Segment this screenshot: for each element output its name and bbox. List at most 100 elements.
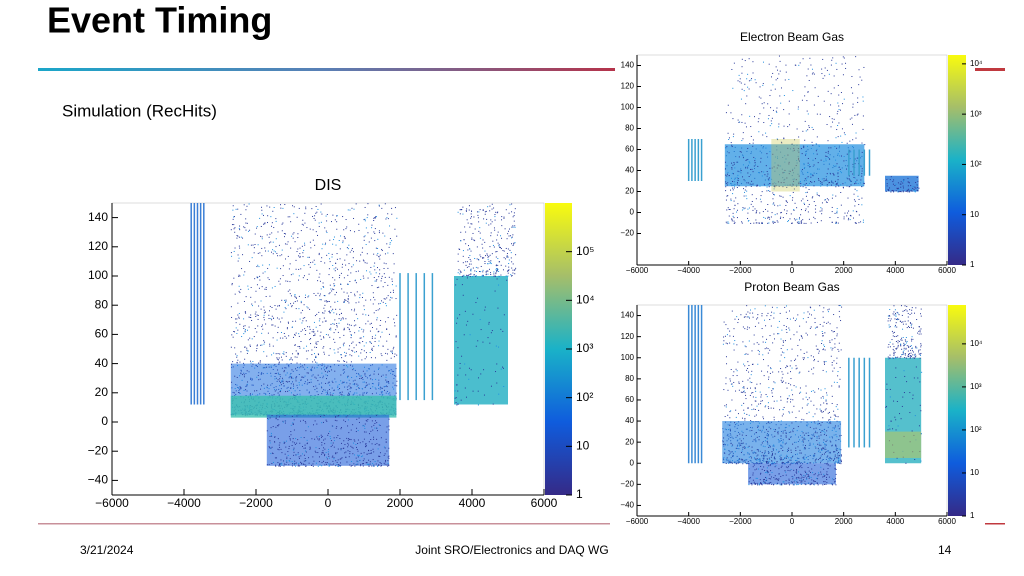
hit-dot — [907, 177, 909, 179]
hit-dot — [515, 254, 517, 256]
hit-dot — [248, 316, 250, 318]
hit-dot — [728, 462, 730, 464]
hit-dot — [361, 328, 363, 330]
hit-dot — [280, 459, 282, 461]
hit-dot — [315, 326, 317, 328]
hit-dot — [461, 355, 463, 357]
hit-dot — [470, 268, 472, 270]
hit-dot — [286, 461, 288, 463]
hit-dot — [291, 461, 293, 463]
hit-dot — [892, 181, 894, 183]
hit-dot — [797, 148, 799, 150]
hit-dot — [363, 350, 365, 352]
hit-dot — [312, 261, 314, 263]
hit-dot — [730, 189, 732, 191]
hit-dot — [295, 268, 297, 270]
hit-dot — [855, 222, 857, 224]
hit-dot — [291, 235, 293, 237]
hit-dot — [337, 348, 339, 350]
hit-dot — [340, 427, 342, 429]
hit-dot — [798, 136, 800, 138]
hit-dot — [763, 216, 765, 218]
hit-dot — [249, 360, 251, 362]
hit-dot — [299, 347, 301, 349]
hit-dot — [322, 321, 324, 323]
hit-dot — [493, 271, 495, 273]
hit-dot — [340, 428, 342, 430]
hit-dot — [298, 255, 300, 257]
hit-dot — [362, 247, 364, 249]
hit-dot — [483, 257, 485, 259]
hit-dot — [513, 215, 515, 217]
hit-dot — [498, 275, 500, 277]
hit-dot — [263, 351, 265, 353]
hit-dot — [732, 193, 734, 195]
hit-dot — [358, 355, 360, 357]
hit-dot — [340, 235, 342, 237]
hit-dot — [785, 64, 787, 66]
hit-dot — [353, 325, 355, 327]
hit-dot — [301, 322, 303, 324]
hit-dot — [496, 239, 498, 241]
hit-dot — [820, 409, 822, 411]
hit-dot — [812, 390, 814, 392]
hit-dot — [899, 183, 901, 185]
hit-dot — [743, 179, 745, 181]
hit-dot — [779, 360, 781, 362]
hit-dot — [363, 260, 365, 262]
hit-dot — [247, 285, 249, 287]
hit-dot — [725, 183, 727, 185]
hit-dot — [808, 164, 810, 166]
hit-dot — [807, 176, 809, 178]
hit-dot — [304, 444, 306, 446]
hit-dot — [835, 222, 837, 224]
hit-dot — [303, 454, 305, 456]
hit-dot — [373, 277, 375, 279]
hit-dot — [316, 436, 318, 438]
hit-dot — [797, 355, 799, 357]
hit-dot — [730, 200, 732, 202]
hit-dot — [852, 173, 854, 175]
hit-dot — [725, 356, 727, 358]
hit-dot — [334, 319, 336, 321]
hit-dot — [351, 248, 353, 250]
hit-dot — [840, 184, 842, 186]
hit-dot — [301, 245, 303, 247]
hit-dot — [268, 314, 270, 316]
hit-dot — [333, 338, 335, 340]
hit-dot — [756, 184, 758, 186]
hit-dot — [848, 175, 850, 177]
hit-dot — [468, 367, 470, 369]
hit-dot — [910, 190, 912, 192]
footer-center: Joint SRO/Electronics and DAQ WG — [415, 543, 608, 557]
hit-dot — [347, 366, 349, 368]
hit-dot — [373, 231, 375, 233]
hit-dot — [808, 370, 810, 372]
hit-dot — [336, 313, 338, 315]
hit-dot — [358, 229, 360, 231]
hit-dot — [243, 325, 245, 327]
hit-dot — [313, 293, 315, 295]
hit-dot — [332, 214, 334, 216]
hit-dot — [270, 432, 272, 434]
hit-dot — [329, 258, 331, 260]
hit-dot — [454, 390, 456, 392]
hit-dot — [376, 279, 378, 281]
hit-dot — [726, 343, 728, 345]
hit-dot — [287, 241, 289, 243]
hit-dot — [902, 191, 904, 193]
hit-dot — [330, 394, 332, 396]
hit-dot — [325, 334, 327, 336]
hit-dot — [380, 319, 382, 321]
hit-dot — [843, 132, 845, 134]
hit-dot — [485, 222, 487, 224]
hit-dot — [298, 462, 300, 464]
hit-dot — [477, 297, 479, 299]
hit-dot — [335, 453, 337, 455]
hit-dot — [731, 167, 733, 169]
hit-dot — [779, 204, 781, 206]
hit-dot — [335, 291, 337, 293]
hit-dot — [511, 267, 513, 269]
hit-dot — [863, 183, 865, 185]
hit-dot — [465, 324, 467, 326]
